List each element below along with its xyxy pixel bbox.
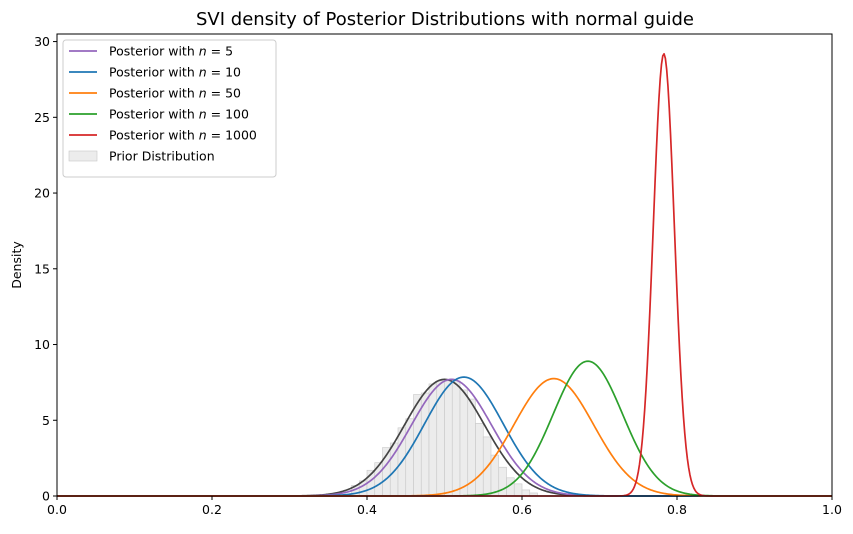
legend-box <box>62 39 277 178</box>
y-tick-label: 10 <box>34 337 50 352</box>
prior-hist-bar <box>428 383 438 497</box>
prior-hist-bar <box>498 466 507 497</box>
prior-hist-bar <box>436 380 445 497</box>
y-tick-label: 15 <box>34 261 50 276</box>
x-tick-label: 0.2 <box>202 502 222 517</box>
prior-hist-bar <box>451 380 461 497</box>
y-tick-label: 30 <box>34 34 50 49</box>
prior-hist-bar <box>475 422 484 497</box>
y-tick-label: 5 <box>42 413 50 428</box>
legend-label-n5: Posterior with n = 5 <box>109 44 233 59</box>
legend-label-n1000: Posterior with n = 1000 <box>109 128 257 143</box>
legend-label-n10: Posterior with n = 10 <box>109 65 241 80</box>
legend-label-n50: Posterior with n = 50 <box>109 86 241 101</box>
x-axis: 0.0 0.2 0.4 0.6 0.8 1.0 <box>47 496 842 517</box>
legend-swatch-prior <box>68 150 98 162</box>
prior-hist-bar <box>405 418 414 497</box>
legend: Posterior with n = 5 Posterior with n = 1… <box>62 39 277 178</box>
prior-hist-bar <box>459 389 469 497</box>
prior-hist-bar <box>513 483 523 497</box>
y-axis-label: Density <box>9 241 24 289</box>
axes-frame <box>56 33 833 497</box>
y-tick-label: 25 <box>34 110 50 125</box>
y-axis: 0 5 10 15 20 25 30 <box>34 34 57 504</box>
x-tick-label: 1.0 <box>822 502 842 517</box>
prior-hist-bar <box>521 489 531 497</box>
legend-label-prior: Prior Distribution <box>109 149 215 164</box>
y-tick-label: 20 <box>34 186 50 201</box>
legend-label-n100: Posterior with n = 100 <box>109 107 249 122</box>
x-tick-label: 0.4 <box>357 502 377 517</box>
x-tick-label: 0.8 <box>667 502 687 517</box>
y-tick-label: 0 <box>42 489 50 504</box>
chart-title: SVI density of Posterior Distributions w… <box>196 9 694 30</box>
x-tick-label: 0.6 <box>512 502 532 517</box>
prior-hist-bar <box>420 392 430 497</box>
x-tick-label: 0.0 <box>47 502 67 517</box>
prior-hist-bar <box>444 380 453 497</box>
